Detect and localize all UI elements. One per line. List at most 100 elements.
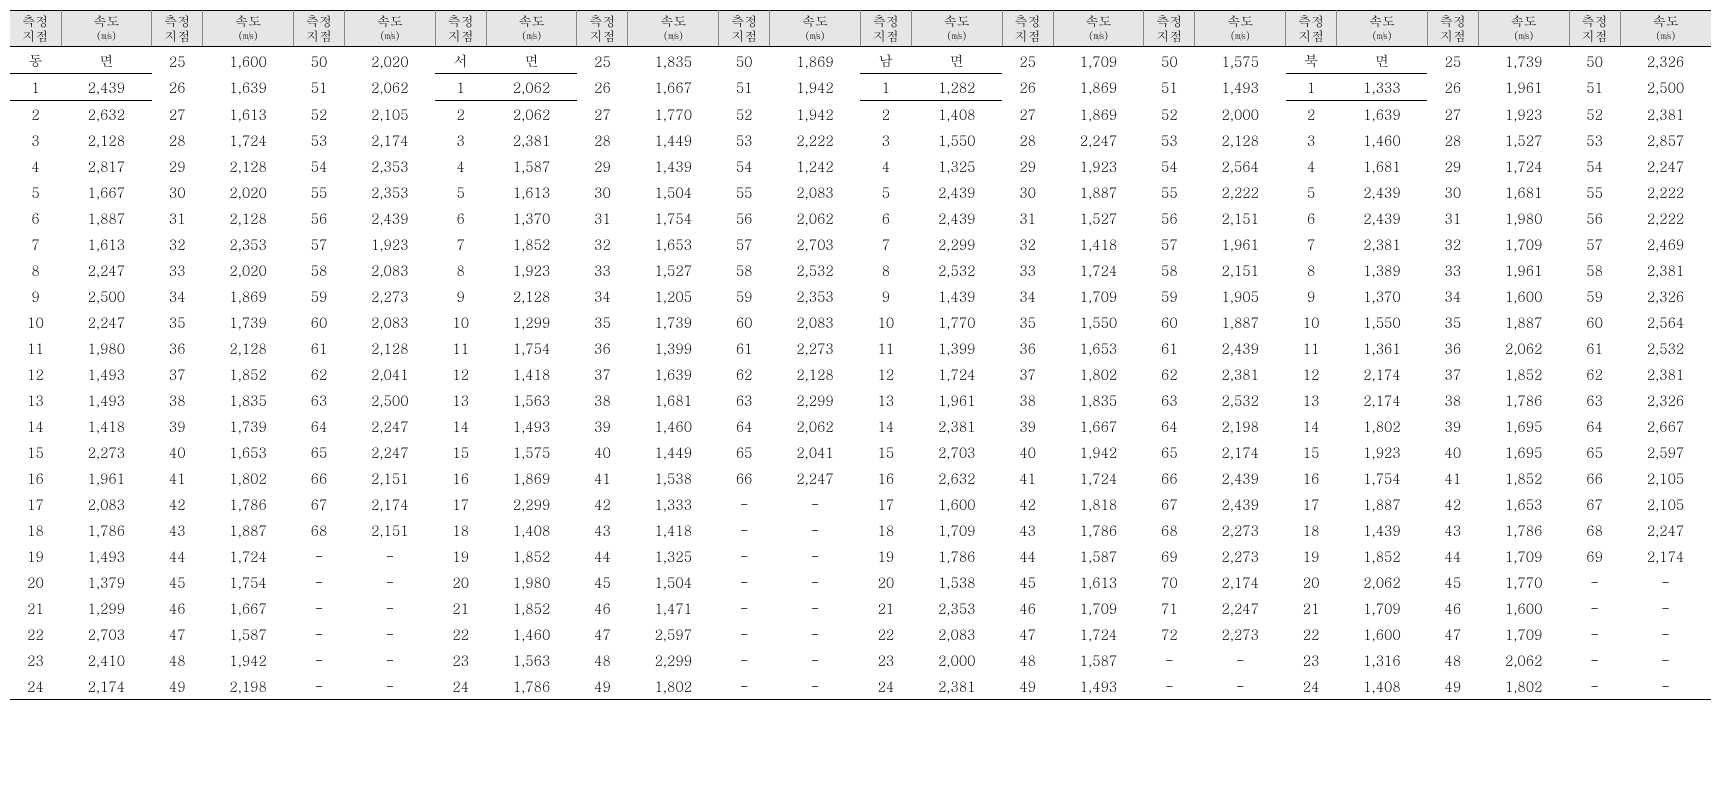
cell-point: 43: [1002, 517, 1053, 543]
cell-point: 45: [1427, 569, 1478, 595]
cell-velocity: 2,299: [628, 647, 719, 673]
cell-point: 34: [577, 283, 628, 309]
cell-point: 59: [1569, 283, 1620, 309]
cell-velocity: 1,600: [1337, 621, 1428, 647]
cell-velocity: 2,703: [770, 231, 861, 257]
cell-point: 27: [1002, 101, 1053, 128]
cell-velocity: 2,439: [61, 74, 152, 101]
cell-velocity: 2,439: [1337, 179, 1428, 205]
cell-point: 63: [1569, 387, 1620, 413]
cell-point: 70: [1144, 569, 1195, 595]
cell-velocity: 1,550: [911, 127, 1002, 153]
header-velocity: 속도(㎧): [1195, 11, 1286, 47]
cell-point: 55: [1144, 179, 1195, 205]
table-body: 동면251,600502,020서면251,835501,869남면251,70…: [10, 47, 1711, 700]
cell-point: 8: [860, 257, 911, 283]
cell-point: 1: [10, 74, 61, 101]
cell-velocity: 1,439: [1337, 517, 1428, 543]
cell-velocity: 1,754: [486, 335, 577, 361]
cell-velocity: 1,563: [486, 387, 577, 413]
cell-velocity: 1,504: [628, 179, 719, 205]
cell-velocity: 1,613: [1053, 569, 1144, 595]
cell-point: 57: [293, 231, 344, 257]
cell-velocity: 2,247: [1195, 595, 1286, 621]
cell-point: 7: [1286, 231, 1337, 257]
cell-velocity: 1,724: [1053, 465, 1144, 491]
cell-velocity: 2,128: [345, 335, 436, 361]
cell-point: 47: [577, 621, 628, 647]
cell-velocity: 2,381: [1195, 361, 1286, 387]
cell-velocity: 1,724: [911, 361, 1002, 387]
cell-point: 20: [1286, 569, 1337, 595]
cell-point: 12: [1286, 361, 1337, 387]
cell-point: 4: [860, 153, 911, 179]
cell-point: 51: [719, 74, 770, 101]
cell-velocity: 1,527: [1478, 127, 1569, 153]
cell-velocity: 2,597: [1620, 439, 1711, 465]
cell-point: 41: [1427, 465, 1478, 491]
cell-point: 65: [1144, 439, 1195, 465]
cell-point: 13: [860, 387, 911, 413]
cell-velocity: -: [1195, 647, 1286, 673]
cell-velocity: 1,587: [486, 153, 577, 179]
header-point: 측정지점: [152, 11, 203, 47]
cell-point: 21: [10, 595, 61, 621]
cell-point: 20: [435, 569, 486, 595]
cell-point: -: [719, 621, 770, 647]
cell-velocity: 1,493: [61, 387, 152, 413]
cell-point: 37: [152, 361, 203, 387]
cell-velocity: 2,128: [486, 283, 577, 309]
cell-point: 49: [1427, 673, 1478, 700]
cell-velocity: 1,370: [486, 205, 577, 231]
cell-point: -: [719, 595, 770, 621]
cell-point: 42: [1427, 491, 1478, 517]
cell-point: 64: [1569, 413, 1620, 439]
cell-point: 51: [293, 74, 344, 101]
cell-velocity: 1,709: [1053, 47, 1144, 74]
cell-velocity: 2,198: [203, 673, 294, 700]
cell-velocity: 2,222: [770, 127, 861, 153]
cell-point: 10: [1286, 309, 1337, 335]
cell-point: 17: [860, 491, 911, 517]
cell-point: 9: [10, 283, 61, 309]
cell-velocity: 1,325: [628, 543, 719, 569]
cell-point: -: [293, 673, 344, 700]
cell-point: 33: [1002, 257, 1053, 283]
cell-point: 26: [152, 74, 203, 101]
header-velocity: 속도(㎧): [203, 11, 294, 47]
cell-point: 5: [435, 179, 486, 205]
cell-velocity: 2,667: [1620, 413, 1711, 439]
cell-point: 41: [577, 465, 628, 491]
cell-velocity: 2,597: [628, 621, 719, 647]
cell-velocity: 2,247: [1620, 517, 1711, 543]
cell-velocity: 1,282: [911, 74, 1002, 101]
cell-point: 53: [1144, 127, 1195, 153]
cell-velocity: 1,493: [1053, 673, 1144, 700]
cell-velocity: 1,980: [61, 335, 152, 361]
cell-point: 61: [1569, 335, 1620, 361]
table-row: 191,493441,724--191,852441,325--191,7864…: [10, 543, 1711, 569]
cell-point: 46: [577, 595, 628, 621]
cell-velocity: 1,333: [628, 491, 719, 517]
cell-point: 29: [577, 153, 628, 179]
cell-velocity: -: [1620, 673, 1711, 700]
cell-velocity: 1,550: [1337, 309, 1428, 335]
cell-velocity: 1,887: [1478, 309, 1569, 335]
cell-velocity: 2,299: [770, 387, 861, 413]
cell-velocity: 2,273: [61, 439, 152, 465]
table-row: 32,128281,724532,17432,381281,449532,222…: [10, 127, 1711, 153]
table-row: 42,817292,128542,35341,587291,439541,242…: [10, 153, 1711, 179]
header-point: 측정지점: [1427, 11, 1478, 47]
cell-velocity: 면: [486, 47, 577, 74]
cell-velocity: 2,410: [61, 647, 152, 673]
cell-point: 19: [435, 543, 486, 569]
cell-point: 54: [719, 153, 770, 179]
cell-point: 50: [719, 47, 770, 74]
cell-velocity: 1,724: [1478, 153, 1569, 179]
cell-velocity: 2,083: [770, 309, 861, 335]
table-row: 131,493381,835632,500131,563381,681632,2…: [10, 387, 1711, 413]
cell-point: 34: [1427, 283, 1478, 309]
cell-point: 28: [577, 127, 628, 153]
cell-point: 4: [10, 153, 61, 179]
cell-velocity: 2,083: [345, 257, 436, 283]
